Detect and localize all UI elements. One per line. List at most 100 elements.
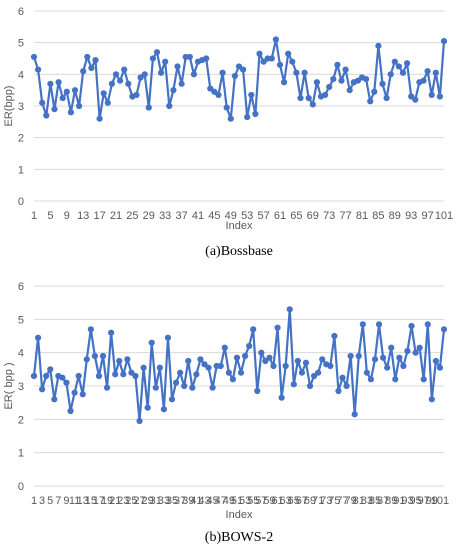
data-point xyxy=(420,376,427,383)
data-point xyxy=(347,352,354,360)
data-point xyxy=(371,356,379,363)
data-point xyxy=(162,58,169,65)
x-tick-label: 23 xyxy=(117,495,129,507)
data-point xyxy=(203,55,210,62)
y-tick-label: 6 xyxy=(18,281,24,293)
data-point xyxy=(79,391,86,398)
data-point xyxy=(47,366,54,373)
data-point xyxy=(252,110,259,118)
data-point xyxy=(156,364,163,371)
y-tick-label: 5 xyxy=(18,314,24,326)
x-tick-label: 85 xyxy=(369,495,381,507)
data-point xyxy=(225,369,232,376)
data-point xyxy=(270,362,277,370)
data-point xyxy=(164,334,172,341)
data-point xyxy=(63,88,70,95)
x-tick-label: 33 xyxy=(158,495,170,507)
x-tick-label: 101 xyxy=(435,210,453,222)
data-point xyxy=(158,69,165,76)
data-point xyxy=(108,80,115,87)
data-point xyxy=(339,374,346,381)
data-point xyxy=(221,344,228,351)
data-point xyxy=(367,376,375,383)
x-tick-label: 59 xyxy=(263,495,275,507)
data-point xyxy=(396,354,403,361)
data-point xyxy=(388,344,395,351)
data-point xyxy=(117,77,124,84)
x-tick-label: 13 xyxy=(77,210,89,222)
x-tick-label: 21 xyxy=(109,495,121,507)
data-point xyxy=(256,50,263,57)
data-point xyxy=(327,362,334,370)
x-tick-label: 33 xyxy=(159,210,171,222)
data-point xyxy=(136,417,143,425)
data-point xyxy=(244,113,251,121)
data-point xyxy=(319,356,326,363)
data-point xyxy=(387,71,394,78)
data-point xyxy=(298,369,306,376)
x-tick-label: 13 xyxy=(77,495,89,507)
y-tick-label: 6 xyxy=(18,6,24,18)
x-tick-label: 49 xyxy=(223,495,235,507)
data-point xyxy=(412,349,419,356)
chart-caption: (a)Bossbase xyxy=(205,244,273,259)
data-point xyxy=(92,56,99,64)
x-tick-label: 67 xyxy=(296,495,308,507)
x-tick-label: 65 xyxy=(288,495,300,507)
data-point xyxy=(375,321,383,328)
data-point xyxy=(335,387,342,395)
data-point xyxy=(432,357,439,365)
x-tick-label: 21 xyxy=(110,210,122,222)
x-tick-label: 69 xyxy=(307,210,319,222)
data-point xyxy=(152,384,159,391)
data-point xyxy=(355,352,362,360)
data-point xyxy=(51,396,58,403)
data-point xyxy=(149,55,156,62)
data-point xyxy=(436,364,444,371)
x-tick-label: 37 xyxy=(175,210,187,222)
data-point xyxy=(95,372,103,380)
x-tick-label: 79 xyxy=(345,495,357,507)
data-point xyxy=(84,53,91,61)
data-point xyxy=(346,87,353,94)
data-point xyxy=(404,60,411,67)
x-tick-label: 71 xyxy=(312,495,324,507)
x-tick-label: 9 xyxy=(64,210,70,222)
data-point xyxy=(363,75,370,83)
data-point xyxy=(338,77,345,84)
data-point xyxy=(103,384,111,391)
data-point xyxy=(205,364,212,371)
data-point xyxy=(43,372,50,380)
data-point xyxy=(88,64,95,72)
data-point xyxy=(371,88,378,95)
data-point xyxy=(76,102,83,110)
data-point xyxy=(326,83,333,91)
data-point xyxy=(99,352,107,360)
x-tick-label: 75 xyxy=(328,495,340,507)
data-point xyxy=(140,364,147,371)
x-tick-label: 97 xyxy=(418,495,430,507)
data-point xyxy=(47,80,54,87)
data-point xyxy=(215,91,222,99)
x-tick-label: 19 xyxy=(101,495,113,507)
data-point xyxy=(309,101,316,108)
data-point xyxy=(305,94,312,102)
data-point xyxy=(290,381,297,388)
x-tick-label: 3 xyxy=(39,495,45,507)
data-point xyxy=(266,354,273,361)
data-point xyxy=(160,406,168,413)
data-point xyxy=(334,61,341,68)
x-tick-label: 63 xyxy=(280,495,292,507)
data-point xyxy=(412,96,419,103)
data-point xyxy=(331,332,338,340)
y-tick-label: 3 xyxy=(18,381,24,393)
data-point xyxy=(293,69,300,76)
data-point xyxy=(39,99,46,106)
y-tick-label: 5 xyxy=(18,38,24,50)
data-point xyxy=(104,99,111,106)
data-point xyxy=(363,369,370,376)
data-point xyxy=(428,396,435,403)
data-point xyxy=(289,58,296,65)
